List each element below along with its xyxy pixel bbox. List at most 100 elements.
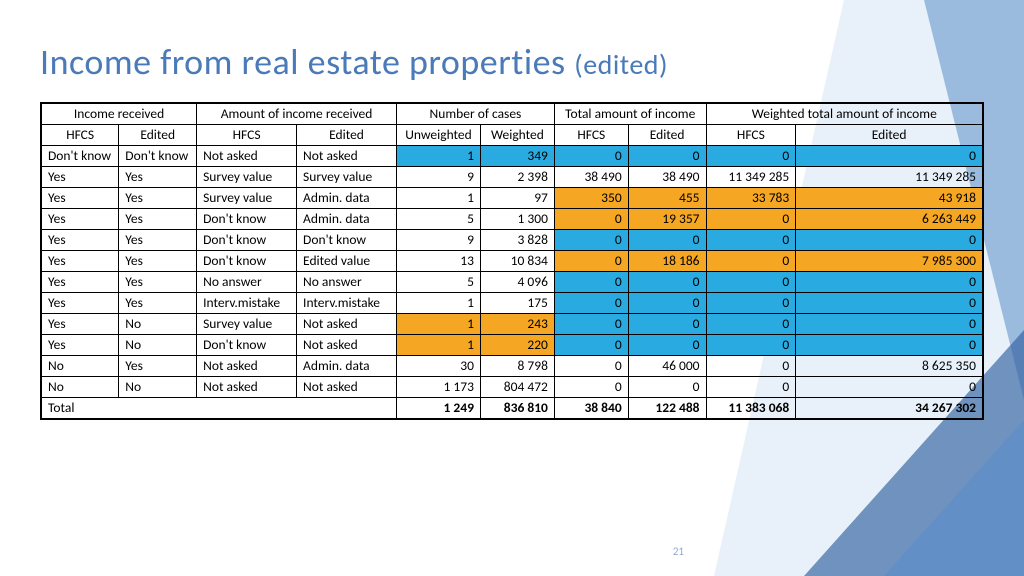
table-cell: Admin. data [297, 356, 397, 377]
table-cell: 0 [554, 293, 628, 314]
total-row: Total1 249836 81038 840122 48811 383 068… [41, 398, 983, 420]
table-cell: 30 [396, 356, 480, 377]
table-cell: Survey value [197, 188, 297, 209]
total-label: Total [41, 398, 396, 420]
table-cell: 0 [554, 146, 628, 167]
table-cell: Yes [41, 293, 119, 314]
table-cell: 0 [706, 377, 796, 398]
table-cell: No [119, 335, 197, 356]
table-cell: 175 [480, 293, 554, 314]
table-cell: 0 [706, 293, 796, 314]
header-sub-cell: Edited [119, 125, 197, 146]
table-cell: 0 [554, 272, 628, 293]
total-cell: 122 488 [628, 398, 706, 420]
title-main: Income from real estate properties [40, 40, 574, 84]
table-cell: 13 [396, 251, 480, 272]
table-cell: Not asked [197, 146, 297, 167]
header-group-cell: Total amount of income [554, 103, 706, 125]
table-cell: No [41, 356, 119, 377]
table-cell: 0 [796, 293, 983, 314]
table-row: YesNoSurvey valueNot asked12430000 [41, 314, 983, 335]
table-cell: Don't know [119, 146, 197, 167]
table-cell: 243 [480, 314, 554, 335]
table-cell: Interv.mistake [197, 293, 297, 314]
table-cell: 10 834 [480, 251, 554, 272]
table-cell: 11 349 285 [796, 167, 983, 188]
table-cell: Not asked [297, 314, 397, 335]
table-cell: Don't know [297, 230, 397, 251]
income-table: Income receivedAmount of income received… [40, 102, 984, 420]
table-cell: 18 186 [628, 251, 706, 272]
table-cell: Yes [41, 251, 119, 272]
table-cell: Yes [41, 335, 119, 356]
table-cell: 33 783 [706, 188, 796, 209]
table-cell: 0 [796, 314, 983, 335]
header-group-row: Income receivedAmount of income received… [41, 103, 983, 125]
table-cell: 1 173 [396, 377, 480, 398]
table-cell: 0 [706, 272, 796, 293]
table-cell: 1 [396, 335, 480, 356]
total-cell: 11 383 068 [706, 398, 796, 420]
table-cell: Yes [41, 167, 119, 188]
header-group-cell: Number of cases [396, 103, 554, 125]
table-cell: 1 [396, 293, 480, 314]
table-cell: 0 [554, 356, 628, 377]
table-cell: 0 [796, 272, 983, 293]
total-cell: 836 810 [480, 398, 554, 420]
table-cell: 0 [796, 377, 983, 398]
header-sub-cell: HFCS [554, 125, 628, 146]
table-cell: 1 [396, 314, 480, 335]
table-cell: 0 [628, 293, 706, 314]
table-cell: 6 263 449 [796, 209, 983, 230]
header-group-cell: Amount of income received [197, 103, 397, 125]
table-cell: 0 [706, 230, 796, 251]
table-cell: 97 [480, 188, 554, 209]
table-cell: 0 [706, 335, 796, 356]
table-cell: No [119, 314, 197, 335]
header-group-cell: Weighted total amount of income [706, 103, 983, 125]
table-cell: Yes [119, 230, 197, 251]
table-cell: 4 096 [480, 272, 554, 293]
table-cell: Not asked [297, 377, 397, 398]
table-cell: 455 [628, 188, 706, 209]
table-cell: 350 [554, 188, 628, 209]
table-cell: 349 [480, 146, 554, 167]
table-row: Don't knowDon't knowNot askedNot asked13… [41, 146, 983, 167]
total-cell: 1 249 [396, 398, 480, 420]
table-cell: 11 349 285 [706, 167, 796, 188]
table-cell: No answer [197, 272, 297, 293]
table-cell: 43 918 [796, 188, 983, 209]
table-cell: Not asked [297, 335, 397, 356]
table-cell: 19 357 [628, 209, 706, 230]
total-cell: 38 840 [554, 398, 628, 420]
table-cell: Don't know [41, 146, 119, 167]
table-row: YesYesSurvey valueAdmin. data19735045533… [41, 188, 983, 209]
table-cell: 7 985 300 [796, 251, 983, 272]
table-cell: 9 [396, 230, 480, 251]
table-cell: Survey value [197, 314, 297, 335]
table-cell: 0 [554, 335, 628, 356]
table-cell: 0 [796, 335, 983, 356]
table-cell: Yes [119, 293, 197, 314]
table-cell: 0 [628, 146, 706, 167]
table-cell: 0 [706, 356, 796, 377]
table-row: NoYesNot askedAdmin. data308 798046 0000… [41, 356, 983, 377]
table-cell: 0 [706, 209, 796, 230]
table-cell: 5 [396, 209, 480, 230]
table-row: YesYesNo answerNo answer54 0960000 [41, 272, 983, 293]
table-cell: 0 [706, 314, 796, 335]
table-cell: Interv.mistake [297, 293, 397, 314]
table-cell: 0 [628, 272, 706, 293]
table-cell: Yes [119, 167, 197, 188]
table-cell: Yes [119, 209, 197, 230]
header-sub-cell: HFCS [197, 125, 297, 146]
header-sub-cell: HFCS [706, 125, 796, 146]
table-cell: 1 [396, 188, 480, 209]
table-row: NoNoNot askedNot asked1 173804 4720000 [41, 377, 983, 398]
table-cell: 220 [480, 335, 554, 356]
table-cell: No answer [297, 272, 397, 293]
table-cell: 3 828 [480, 230, 554, 251]
header-sub-row: HFCSEditedHFCSEditedUnweightedWeightedHF… [41, 125, 983, 146]
table-cell: Not asked [297, 146, 397, 167]
table-cell: No [41, 377, 119, 398]
